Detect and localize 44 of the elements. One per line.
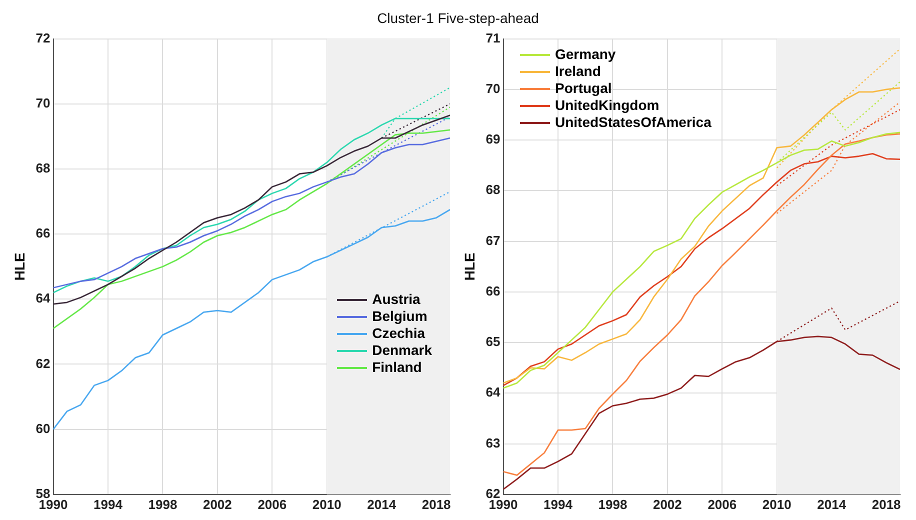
- legend-label: UnitedKingdom: [555, 97, 660, 114]
- y-axis-title: HLE: [461, 252, 478, 281]
- legend-label: Portugal: [555, 80, 612, 97]
- y-tick-label: 60: [36, 420, 50, 436]
- x-tick-label: 2006: [708, 496, 737, 512]
- y-tick-label: 62: [36, 356, 50, 371]
- y-tick-label: 68: [486, 182, 500, 198]
- x-tick-label: 1998: [598, 496, 628, 512]
- x-tick-label: 2014: [817, 496, 847, 512]
- y-tick-label: 64: [486, 384, 502, 400]
- x-tick-label: 1998: [148, 496, 178, 512]
- y-tick-label: 69: [486, 132, 500, 147]
- x-tick-label: 2006: [258, 496, 287, 512]
- x-tick-label: 2010: [312, 496, 342, 512]
- x-tick-label: 2018: [872, 496, 901, 512]
- x-tick-label: 2018: [422, 496, 451, 512]
- y-tick-label: 58: [36, 486, 50, 501]
- y-tick-label: 66: [486, 283, 500, 298]
- y-tick-label: 72: [36, 30, 50, 46]
- legend-label: Austria: [372, 291, 420, 308]
- y-tick-label: 70: [486, 81, 500, 96]
- chart-title: Cluster-1 Five-step-ahead: [376, 9, 540, 28]
- x-tick-label: 2014: [367, 496, 397, 512]
- y-tick-label: 70: [36, 95, 50, 110]
- legend-label: Finland: [372, 359, 422, 376]
- y-tick-label: 66: [36, 226, 50, 241]
- y-tick-label: 71: [486, 30, 500, 46]
- y-tick-label: 67: [486, 232, 500, 248]
- x-tick-label: 2010: [762, 496, 792, 512]
- y-tick-label: 64: [36, 290, 52, 306]
- legend-label: Denmark: [372, 342, 432, 359]
- legend-label: Germany: [555, 46, 616, 63]
- legend-label: Czechia: [372, 325, 425, 342]
- y-tick-label: 63: [486, 435, 500, 450]
- x-tick-label: 2002: [202, 496, 232, 512]
- y-tick-label: 65: [486, 334, 500, 350]
- y-axis-title: HLE: [11, 252, 28, 281]
- x-tick-label: 1994: [94, 496, 124, 512]
- legend-label: Ireland: [555, 63, 601, 80]
- legend-label: Belgium: [372, 308, 428, 325]
- y-tick-label: 68: [36, 160, 50, 176]
- legend-label: UnitedStatesOfAmerica: [555, 114, 712, 131]
- x-tick-label: 2002: [652, 496, 682, 512]
- x-tick-label: 1994: [544, 496, 574, 512]
